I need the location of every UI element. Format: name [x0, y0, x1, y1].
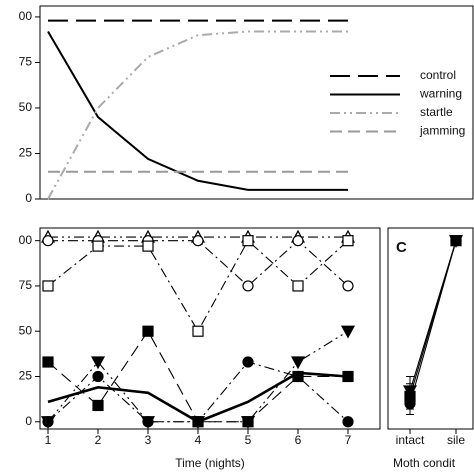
marker [242, 356, 254, 368]
marker [342, 416, 354, 428]
series-line [47, 30, 348, 200]
legend-label: startle [420, 105, 453, 119]
series-line [47, 371, 349, 424]
x-axis-label: Moth condit [393, 456, 456, 470]
y-tick-label: 25 [19, 146, 33, 160]
panel-label: C [396, 239, 407, 256]
marker [142, 240, 154, 252]
marker [450, 235, 462, 247]
x-tick-label: intact [396, 433, 425, 447]
marker [192, 235, 204, 247]
marker [342, 235, 354, 247]
series-line [47, 30, 348, 191]
x-tick-label: sile [447, 433, 465, 447]
marker [290, 356, 306, 370]
x-axis-label: Time (nights) [175, 456, 245, 470]
y-tick-label: 00 [19, 9, 33, 23]
x-tick-label: 7 [345, 433, 352, 447]
marker [90, 356, 106, 370]
marker [142, 325, 154, 337]
y-tick-label: 50 [19, 100, 33, 114]
marker [40, 416, 56, 430]
y-tick-label: 0 [25, 414, 32, 428]
marker [192, 325, 204, 337]
y-tick-label: 75 [19, 55, 33, 69]
plot-frame [387, 227, 474, 430]
marker [240, 416, 256, 430]
series-line [409, 240, 457, 404]
legend-label: control [420, 68, 456, 82]
y-tick-label: 00 [19, 233, 33, 247]
plot-frame [39, 227, 381, 430]
plot-frame [39, 5, 474, 200]
legend-label: warning [419, 87, 462, 101]
marker [242, 280, 254, 292]
marker [92, 399, 104, 412]
marker [342, 280, 354, 292]
marker [92, 240, 104, 252]
x-tick-label: 1 [45, 433, 52, 447]
marker [242, 235, 254, 247]
marker [292, 235, 304, 247]
y-tick-label: 75 [19, 278, 33, 292]
x-tick-label: 4 [195, 433, 202, 447]
legend-label: jamming [419, 124, 465, 138]
marker [140, 416, 156, 430]
marker [42, 356, 54, 368]
y-tick-label: 50 [19, 323, 33, 337]
marker [292, 280, 304, 292]
marker [92, 370, 104, 383]
marker [42, 235, 54, 247]
y-tick-label: 25 [19, 369, 33, 383]
x-tick-label: 3 [145, 433, 152, 447]
y-tick-label: 0 [25, 191, 32, 205]
marker [340, 325, 356, 339]
marker [404, 398, 416, 410]
x-tick-label: 6 [295, 433, 302, 447]
x-tick-label: 2 [95, 433, 102, 447]
marker [42, 280, 54, 292]
x-tick-label: 5 [245, 433, 252, 447]
